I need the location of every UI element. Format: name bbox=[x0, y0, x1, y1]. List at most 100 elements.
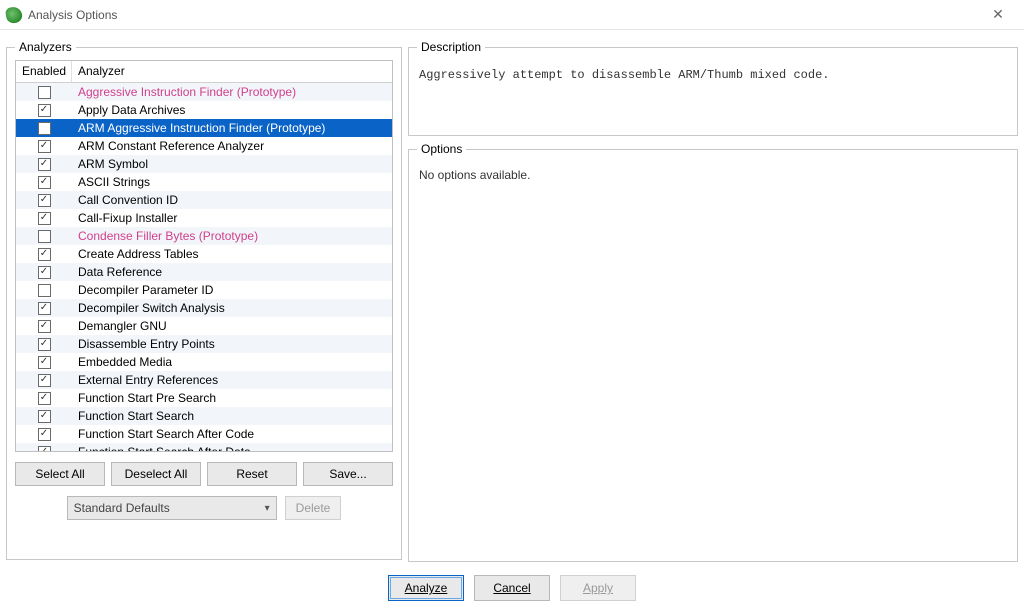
checkbox[interactable]: ✓ bbox=[38, 302, 51, 315]
row-check-cell[interactable] bbox=[16, 284, 72, 297]
checkbox[interactable]: ✓ bbox=[38, 392, 51, 405]
table-row[interactable]: ✓ ASCII Strings bbox=[16, 173, 392, 191]
row-label: Demangler GNU bbox=[72, 319, 392, 333]
close-icon[interactable]: ✕ bbox=[978, 2, 1018, 27]
table-row[interactable]: ✓ External Entry References bbox=[16, 371, 392, 389]
checkbox[interactable]: ✓ bbox=[38, 158, 51, 171]
window-title: Analysis Options bbox=[28, 8, 978, 22]
table-row[interactable]: ✓ Demangler GNU bbox=[16, 317, 392, 335]
table-row[interactable]: ✓ARM Constant Reference Analyzer bbox=[16, 137, 392, 155]
select-all-button[interactable]: Select All bbox=[15, 462, 105, 486]
row-check-cell[interactable]: ✓ bbox=[16, 446, 72, 452]
row-check-cell[interactable]: ✓ bbox=[16, 338, 72, 351]
description-legend: Description bbox=[417, 40, 485, 54]
col-enabled-header[interactable]: Enabled bbox=[16, 61, 72, 82]
checkbox[interactable]: ✓ bbox=[38, 266, 51, 279]
checkbox[interactable] bbox=[38, 230, 51, 243]
row-label: Aggressive Instruction Finder (Prototype… bbox=[72, 85, 392, 99]
row-check-cell[interactable]: ✓ bbox=[16, 374, 72, 387]
table-row[interactable]: ✓ Create Address Tables bbox=[16, 245, 392, 263]
cancel-button[interactable]: Cancel bbox=[474, 575, 550, 601]
options-text: No options available. bbox=[417, 164, 1009, 186]
row-check-cell[interactable]: ✓ bbox=[16, 356, 72, 369]
checkbox[interactable] bbox=[38, 122, 51, 135]
row-check-cell[interactable]: ✓ bbox=[16, 392, 72, 405]
analyzers-legend: Analyzers bbox=[15, 40, 76, 54]
delete-profile-button[interactable]: Delete bbox=[285, 496, 342, 520]
table-row[interactable]: ✓ Decompiler Switch Analysis bbox=[16, 299, 392, 317]
row-check-cell[interactable]: ✓ bbox=[16, 428, 72, 441]
checkbox[interactable]: ✓ bbox=[38, 356, 51, 369]
row-check-cell[interactable]: ✓ bbox=[16, 158, 72, 171]
checkbox[interactable]: ✓ bbox=[38, 320, 51, 333]
options-group: Options No options available. bbox=[408, 142, 1018, 562]
row-check-cell[interactable]: ✓ bbox=[16, 104, 72, 117]
row-label: Function Start Search bbox=[72, 409, 392, 423]
checkbox[interactable]: ✓ bbox=[38, 248, 51, 261]
table-row[interactable]: ✓Disassemble Entry Points bbox=[16, 335, 392, 353]
row-check-cell[interactable] bbox=[16, 122, 72, 135]
row-label: Function Start Search After Data bbox=[72, 445, 392, 451]
row-label: ARM Symbol bbox=[72, 157, 392, 171]
checkbox[interactable]: ✓ bbox=[38, 194, 51, 207]
table-row[interactable]: ✓Embedded Media bbox=[16, 353, 392, 371]
analyze-button[interactable]: Analyze bbox=[388, 575, 464, 601]
options-legend: Options bbox=[417, 142, 466, 156]
description-group: Description Aggressively attempt to disa… bbox=[408, 40, 1018, 136]
col-analyzer-header[interactable]: Analyzer bbox=[72, 61, 392, 82]
checkbox[interactable]: ✓ bbox=[38, 428, 51, 441]
row-check-cell[interactable]: ✓ bbox=[16, 176, 72, 189]
table-body[interactable]: Aggressive Instruction Finder (Prototype… bbox=[16, 83, 392, 451]
table-row[interactable]: ✓ Call Convention ID bbox=[16, 191, 392, 209]
row-label: Decompiler Parameter ID bbox=[72, 283, 392, 297]
table-row[interactable]: Aggressive Instruction Finder (Prototype… bbox=[16, 83, 392, 101]
row-label: ARM Aggressive Instruction Finder (Proto… bbox=[72, 121, 392, 135]
checkbox[interactable]: ✓ bbox=[38, 212, 51, 225]
row-check-cell[interactable]: ✓ bbox=[16, 302, 72, 315]
checkbox[interactable] bbox=[38, 284, 51, 297]
table-row[interactable]: ✓Function Start Pre Search bbox=[16, 389, 392, 407]
row-check-cell[interactable]: ✓ bbox=[16, 140, 72, 153]
checkbox[interactable]: ✓ bbox=[38, 104, 51, 117]
profile-combo[interactable]: Standard Defaults ▾ bbox=[67, 496, 277, 520]
description-text: Aggressively attempt to disassemble ARM/… bbox=[417, 62, 1009, 88]
checkbox[interactable]: ✓ bbox=[38, 176, 51, 189]
table-row[interactable]: ARM Aggressive Instruction Finder (Proto… bbox=[16, 119, 392, 137]
row-check-cell[interactable]: ✓ bbox=[16, 194, 72, 207]
row-check-cell[interactable]: ✓ bbox=[16, 320, 72, 333]
table-row[interactable]: ✓Data Reference bbox=[16, 263, 392, 281]
profile-selected: Standard Defaults bbox=[74, 501, 170, 515]
deselect-all-button[interactable]: Deselect All bbox=[111, 462, 201, 486]
checkbox[interactable]: ✓ bbox=[38, 338, 51, 351]
row-check-cell[interactable]: ✓ bbox=[16, 248, 72, 261]
row-check-cell[interactable]: ✓ bbox=[16, 410, 72, 423]
checkbox[interactable]: ✓ bbox=[38, 446, 51, 452]
checkbox[interactable]: ✓ bbox=[38, 374, 51, 387]
reset-button[interactable]: Reset bbox=[207, 462, 297, 486]
row-check-cell[interactable] bbox=[16, 230, 72, 243]
row-check-cell[interactable] bbox=[16, 86, 72, 99]
checkbox[interactable]: ✓ bbox=[38, 140, 51, 153]
table-row[interactable]: Decompiler Parameter ID bbox=[16, 281, 392, 299]
apply-button[interactable]: Apply bbox=[560, 575, 636, 601]
table-row[interactable]: ✓ ARM Symbol bbox=[16, 155, 392, 173]
row-label: Create Address Tables bbox=[72, 247, 392, 261]
row-label: Function Start Search After Code bbox=[72, 427, 392, 441]
table-row[interactable]: ✓Call-Fixup Installer bbox=[16, 209, 392, 227]
row-label: Call Convention ID bbox=[72, 193, 392, 207]
table-row[interactable]: ✓ Function Start Search After Data bbox=[16, 443, 392, 451]
checkbox[interactable]: ✓ bbox=[38, 410, 51, 423]
save-button[interactable]: Save... bbox=[303, 462, 393, 486]
row-check-cell[interactable]: ✓ bbox=[16, 212, 72, 225]
table-row[interactable]: ✓ Function Start Search After Code bbox=[16, 425, 392, 443]
table-row[interactable]: ✓Apply Data Archives bbox=[16, 101, 392, 119]
table-row[interactable]: Condense Filler Bytes (Prototype) bbox=[16, 227, 392, 245]
row-label: Condense Filler Bytes (Prototype) bbox=[72, 229, 392, 243]
content-area: Analyzers Enabled Analyzer Aggressive In… bbox=[0, 30, 1024, 566]
table-row[interactable]: ✓ Function Start Search bbox=[16, 407, 392, 425]
row-label: ASCII Strings bbox=[72, 175, 392, 189]
row-check-cell[interactable]: ✓ bbox=[16, 266, 72, 279]
checkbox[interactable] bbox=[38, 86, 51, 99]
row-label: External Entry References bbox=[72, 373, 392, 387]
row-label: Decompiler Switch Analysis bbox=[72, 301, 392, 315]
